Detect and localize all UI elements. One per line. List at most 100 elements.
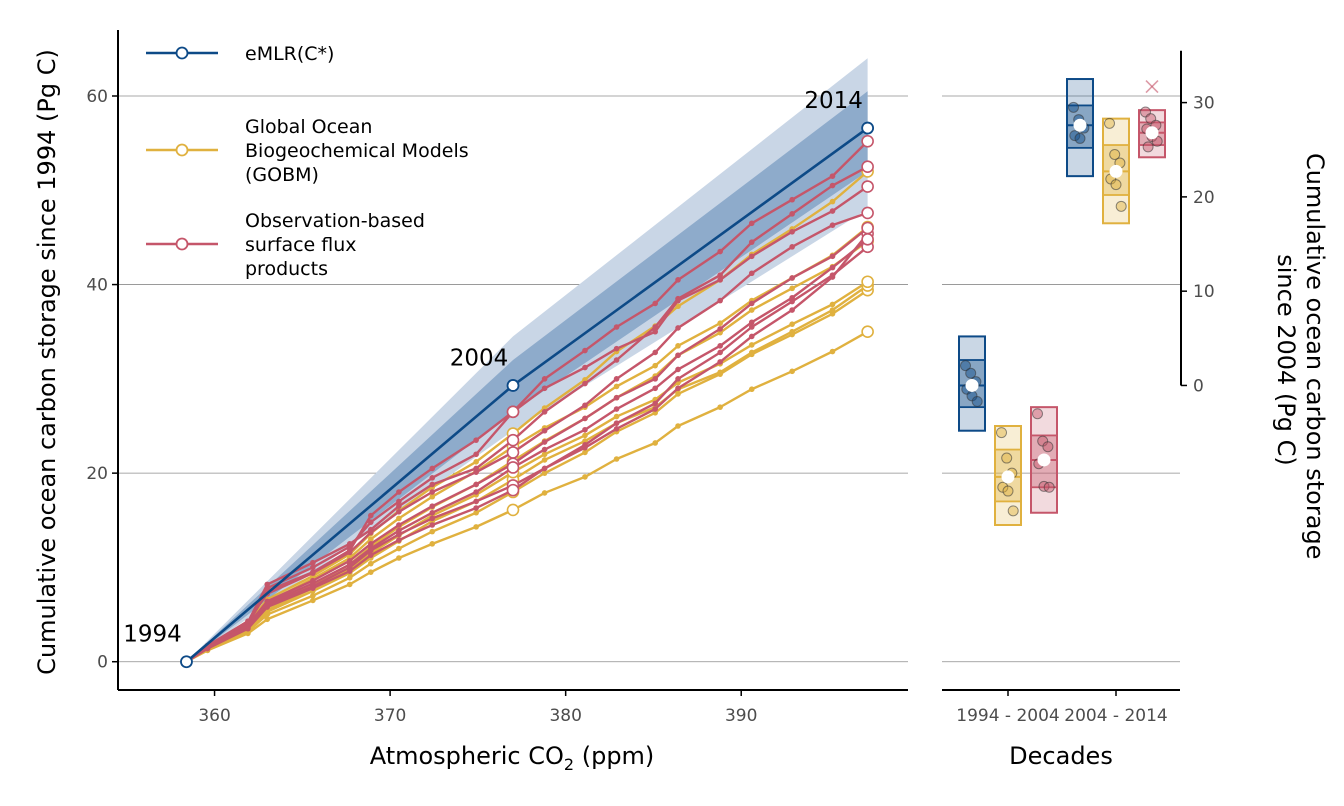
series-point bbox=[613, 426, 620, 432]
series-point bbox=[748, 386, 755, 393]
legend-item-obs: Observation-based surface flux products bbox=[146, 210, 425, 280]
series-point bbox=[582, 474, 588, 480]
box-point bbox=[1109, 148, 1121, 160]
box-point bbox=[1074, 132, 1086, 144]
series-point bbox=[368, 541, 374, 547]
series-point bbox=[368, 512, 374, 519]
series-point bbox=[310, 597, 316, 604]
cross-marker bbox=[1145, 80, 1159, 94]
series-point bbox=[396, 555, 402, 561]
x-tick-label: 380 bbox=[549, 706, 581, 726]
series-point bbox=[368, 536, 374, 542]
series-point bbox=[748, 270, 755, 277]
series-point bbox=[541, 457, 548, 463]
series-point bbox=[582, 449, 588, 456]
series-point bbox=[613, 406, 620, 412]
series-point bbox=[748, 220, 755, 227]
box-mean-point bbox=[965, 378, 979, 392]
x-axis-title-main: Atmospheric CO bbox=[370, 742, 564, 770]
series-point bbox=[310, 570, 316, 576]
series-point bbox=[582, 347, 588, 354]
series-point bbox=[541, 470, 548, 476]
y2-tick-label: 30 bbox=[1193, 94, 1215, 114]
legend-item-emlr: eMLR(C*) bbox=[146, 43, 334, 65]
series-point bbox=[541, 409, 548, 415]
y2-tick-label: 10 bbox=[1193, 282, 1215, 302]
series-point bbox=[310, 559, 316, 566]
series-point bbox=[613, 456, 620, 462]
series-point bbox=[748, 349, 755, 356]
series-point bbox=[473, 451, 479, 458]
series-point bbox=[652, 376, 658, 382]
series-point bbox=[652, 349, 658, 356]
series-point bbox=[582, 402, 588, 409]
series-point bbox=[652, 440, 658, 446]
box-point bbox=[965, 367, 977, 379]
series-point bbox=[717, 277, 723, 283]
series-point bbox=[473, 459, 479, 465]
series-point bbox=[473, 524, 479, 530]
series-point bbox=[717, 320, 723, 327]
series-point bbox=[613, 413, 620, 420]
x-axis-title: Atmospheric CO2 (ppm) bbox=[370, 742, 655, 774]
series-point bbox=[829, 307, 836, 313]
legend-label: eMLR(C*) bbox=[245, 43, 334, 65]
series-point bbox=[789, 368, 795, 375]
box-point bbox=[996, 427, 1007, 439]
series-point bbox=[748, 307, 755, 313]
y-axis-title: Cumulative ocean carbon storage since 19… bbox=[33, 49, 61, 675]
series-point bbox=[429, 481, 436, 488]
series-point bbox=[829, 173, 836, 179]
emlr-point bbox=[180, 655, 193, 669]
series-point bbox=[789, 228, 795, 235]
series-year-marker bbox=[506, 433, 520, 447]
legend-label: Global Ocean Biogeochemical Models (GOBM) bbox=[245, 116, 469, 186]
series-point bbox=[541, 439, 548, 445]
series-year-marker bbox=[506, 446, 520, 459]
series-point bbox=[473, 489, 479, 495]
series-point bbox=[652, 362, 658, 369]
series-point bbox=[473, 498, 479, 505]
series-point bbox=[652, 324, 658, 330]
series-point bbox=[429, 493, 436, 500]
box-mean-point bbox=[1145, 126, 1159, 140]
decade-box-emlr-1 bbox=[1066, 78, 1094, 178]
year-label-2004: 2004 bbox=[450, 345, 509, 371]
series-point bbox=[829, 264, 836, 271]
series-point bbox=[829, 272, 836, 278]
series-point bbox=[429, 489, 436, 495]
series-point bbox=[473, 481, 479, 488]
year-label-1994: 1994 bbox=[123, 622, 182, 648]
series-point bbox=[368, 560, 374, 567]
series-year-marker bbox=[506, 405, 520, 419]
series-point bbox=[717, 349, 723, 356]
box-point bbox=[960, 360, 971, 372]
decade-box-obs-1 bbox=[1138, 106, 1166, 159]
box-point bbox=[1042, 441, 1054, 453]
series-point bbox=[717, 404, 723, 410]
y2-tick-label: 0 bbox=[1193, 376, 1204, 396]
main-series-lines bbox=[185, 134, 874, 663]
y-tick-label: 60 bbox=[86, 87, 108, 107]
series-point bbox=[396, 489, 402, 495]
decades-tick-label: 1994 - 2004 bbox=[956, 706, 1059, 726]
series-point bbox=[541, 385, 548, 392]
x-axis-title-sub: 2 bbox=[564, 755, 574, 774]
series-point bbox=[429, 503, 436, 509]
series-point bbox=[346, 581, 353, 588]
series-point bbox=[346, 575, 353, 581]
series-point bbox=[717, 369, 723, 376]
series-point bbox=[675, 385, 681, 392]
series-point bbox=[264, 600, 271, 607]
x-axis-title-tail: (ppm) bbox=[574, 742, 654, 770]
decade-boxes bbox=[958, 78, 1166, 526]
legend-swatch-point bbox=[175, 143, 189, 157]
series-point bbox=[675, 423, 681, 429]
series-point bbox=[717, 272, 723, 278]
series-point bbox=[675, 352, 681, 359]
decade-grid bbox=[942, 95, 1180, 663]
series-point bbox=[245, 623, 251, 629]
x-tick-label: 390 bbox=[725, 706, 757, 726]
y2-axis-title: Cumulative ocean carbon storage since 20… bbox=[1272, 153, 1329, 567]
